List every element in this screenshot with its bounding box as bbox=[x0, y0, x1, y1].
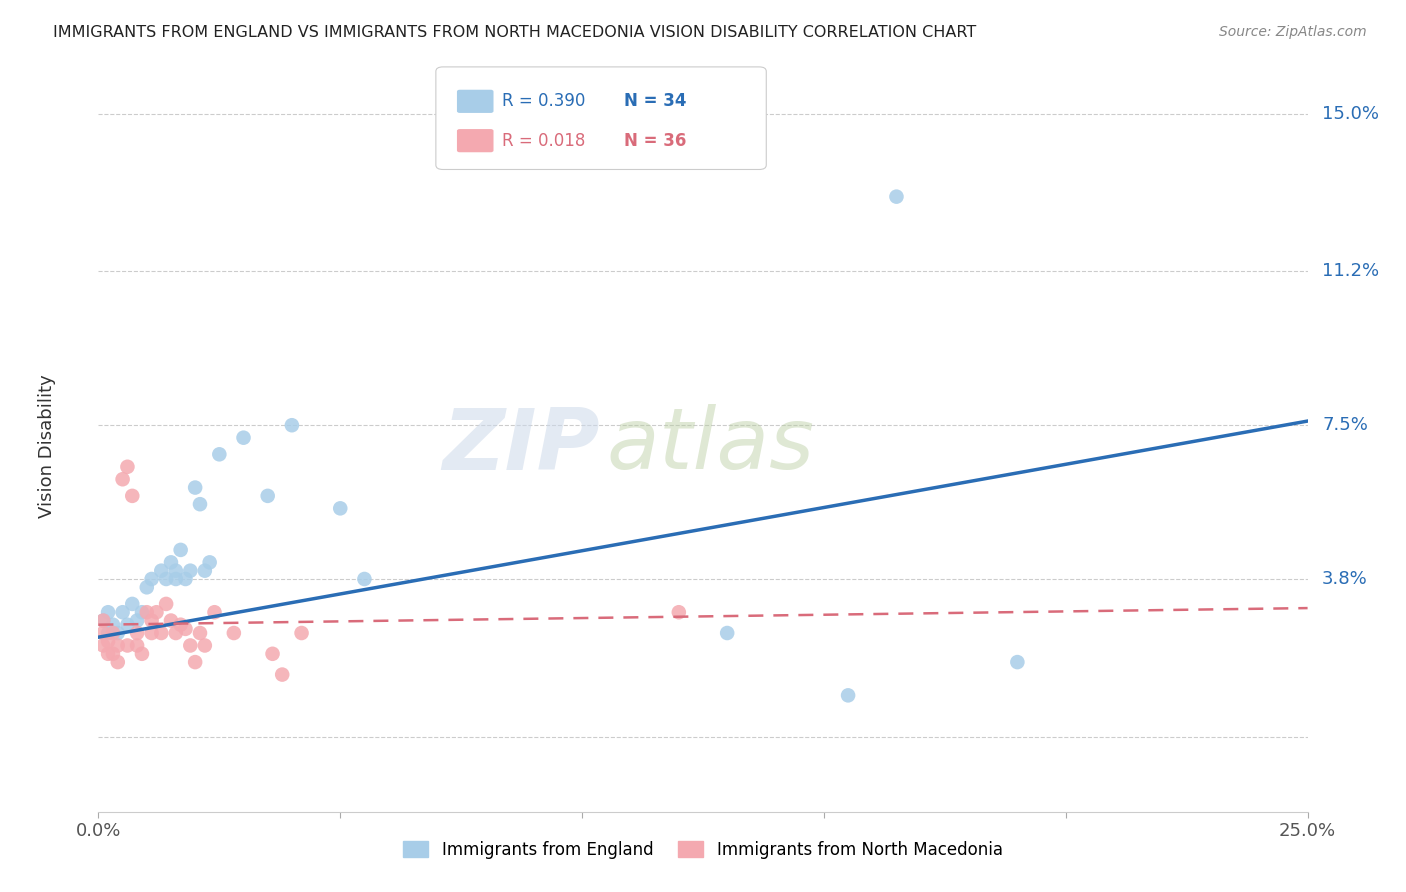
Point bbox=[91, 614, 114, 628]
Point bbox=[165, 626, 187, 640]
Point bbox=[127, 639, 149, 653]
Point bbox=[111, 605, 134, 619]
Text: 7.5%: 7.5% bbox=[1322, 417, 1368, 434]
Point bbox=[101, 647, 124, 661]
Legend: Immigrants from England, Immigrants from North Macedonia: Immigrants from England, Immigrants from… bbox=[396, 834, 1010, 865]
Point bbox=[179, 564, 201, 578]
Point bbox=[256, 489, 278, 503]
Point bbox=[150, 626, 173, 640]
Point bbox=[198, 555, 221, 569]
Point bbox=[160, 555, 183, 569]
Point bbox=[97, 634, 120, 648]
Text: Vision Disability: Vision Disability bbox=[38, 374, 56, 518]
Point bbox=[121, 597, 143, 611]
Point bbox=[107, 655, 129, 669]
Point bbox=[290, 626, 312, 640]
Point bbox=[232, 431, 254, 445]
Point bbox=[101, 617, 124, 632]
Point bbox=[135, 605, 157, 619]
Point bbox=[174, 572, 197, 586]
Point bbox=[165, 564, 187, 578]
Point bbox=[97, 626, 120, 640]
Point bbox=[208, 447, 231, 461]
Point bbox=[141, 614, 163, 628]
Point bbox=[101, 626, 124, 640]
Point bbox=[886, 189, 908, 203]
Point bbox=[107, 639, 129, 653]
Point bbox=[329, 501, 352, 516]
Point bbox=[91, 614, 114, 628]
Point bbox=[127, 614, 149, 628]
Point bbox=[97, 605, 120, 619]
Text: R = 0.390: R = 0.390 bbox=[502, 93, 585, 111]
Point bbox=[174, 622, 197, 636]
Point bbox=[188, 626, 211, 640]
Point bbox=[1007, 655, 1029, 669]
Point bbox=[188, 497, 211, 511]
Point bbox=[169, 617, 191, 632]
Point bbox=[204, 605, 226, 619]
Text: Source: ZipAtlas.com: Source: ZipAtlas.com bbox=[1219, 25, 1367, 39]
Point bbox=[160, 614, 183, 628]
Text: 3.8%: 3.8% bbox=[1322, 570, 1368, 588]
Point bbox=[127, 626, 149, 640]
Point bbox=[150, 564, 173, 578]
Point bbox=[169, 542, 191, 557]
Text: IMMIGRANTS FROM ENGLAND VS IMMIGRANTS FROM NORTH MACEDONIA VISION DISABILITY COR: IMMIGRANTS FROM ENGLAND VS IMMIGRANTS FR… bbox=[53, 25, 977, 40]
Text: 15.0%: 15.0% bbox=[1322, 104, 1379, 122]
Point bbox=[107, 626, 129, 640]
Point bbox=[262, 647, 284, 661]
Text: 11.2%: 11.2% bbox=[1322, 262, 1379, 280]
Point bbox=[145, 605, 167, 619]
Point bbox=[184, 481, 207, 495]
Point bbox=[117, 639, 139, 653]
Point bbox=[131, 605, 153, 619]
Point bbox=[222, 626, 245, 640]
Point bbox=[97, 647, 120, 661]
Point bbox=[141, 572, 163, 586]
Point bbox=[281, 418, 304, 433]
Point bbox=[155, 597, 177, 611]
Point bbox=[111, 472, 134, 486]
Point bbox=[135, 580, 157, 594]
Point bbox=[131, 647, 153, 661]
Point bbox=[117, 459, 139, 474]
Point bbox=[271, 667, 294, 681]
Point bbox=[91, 626, 114, 640]
Text: R = 0.018: R = 0.018 bbox=[502, 132, 585, 150]
Point bbox=[837, 689, 859, 703]
Text: atlas: atlas bbox=[606, 404, 814, 488]
Text: ZIP: ZIP bbox=[443, 404, 600, 488]
Point bbox=[141, 626, 163, 640]
Point bbox=[184, 655, 207, 669]
Point bbox=[179, 639, 201, 653]
Point bbox=[716, 626, 738, 640]
Point bbox=[121, 489, 143, 503]
Point bbox=[165, 572, 187, 586]
Point bbox=[194, 639, 217, 653]
Point bbox=[668, 605, 690, 619]
Point bbox=[91, 639, 114, 653]
Text: N = 36: N = 36 bbox=[624, 132, 686, 150]
Point bbox=[155, 572, 177, 586]
Point bbox=[194, 564, 217, 578]
Text: N = 34: N = 34 bbox=[624, 93, 686, 111]
Point bbox=[117, 617, 139, 632]
Point bbox=[353, 572, 375, 586]
